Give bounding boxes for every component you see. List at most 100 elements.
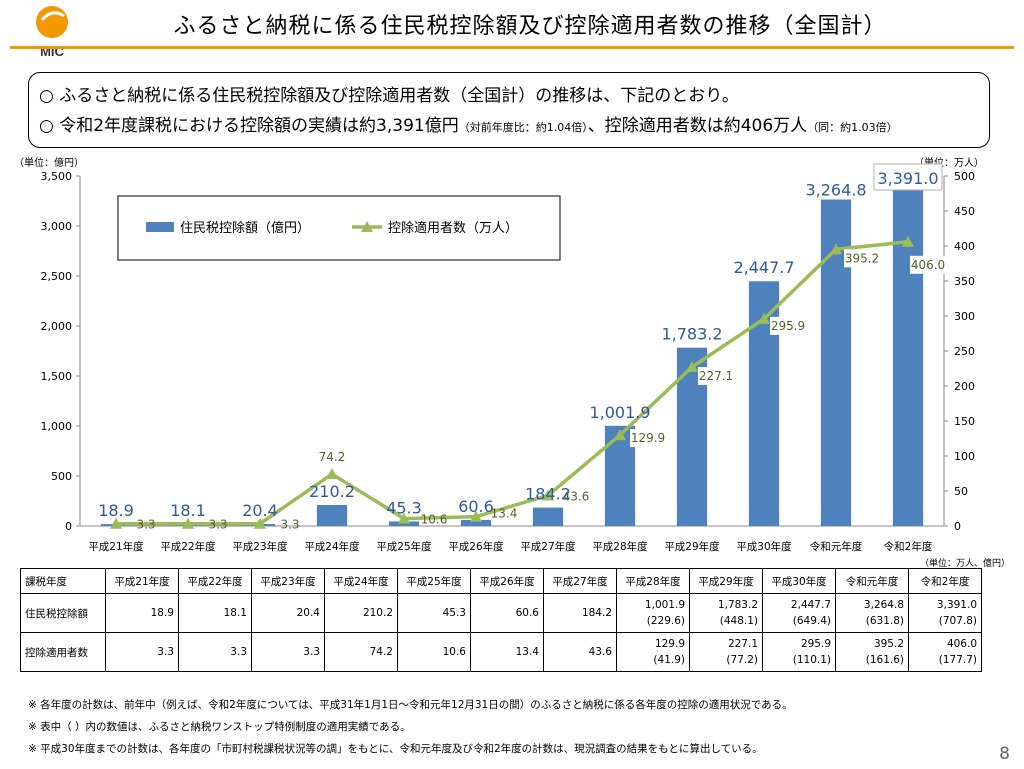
table-cell: 406.0 (177.7) [908,632,982,672]
right-tick-label: 200 [954,380,975,393]
table-cell: 18.9 [105,593,179,633]
left-tick-label: 3,000 [41,220,73,233]
line-point [830,243,842,255]
table-cell: 395.2 (161.6) [835,632,909,672]
summary-box: ○ ふるさと納税に係る住民税控除額及び控除適用者数（全国計）の推移は、下記のとお… [28,72,990,148]
note-3: ※ 平成30年度までの計数は、各年度の「市町村税課税状況等の調」をもとに、令和元… [28,743,763,755]
line-point [542,489,554,501]
x-tick-label: 平成26年度 [448,540,504,553]
left-tick-label: 500 [51,470,72,483]
table-cell-value: 295.9 [800,638,831,650]
table-cell-value: 1,001.9 [644,599,685,611]
x-tick-label: 平成30年度 [736,540,792,553]
bar-value-label: 3,391.0 [877,169,938,188]
table-cell: 227.1 (77.2) [689,632,763,672]
line-value-label: 3.3 [280,518,299,532]
table-cell-onestop-value: (448.1) [719,615,758,627]
page-title: ふるさと納税に係る住民税控除額及び控除適用者数の推移（全国計） [173,14,887,39]
table-cell: 210.2 [324,593,398,633]
summary-line-1: ○ ふるさと納税に係る住民税控除額及び控除適用者数（全国計）の推移は、下記のとお… [39,86,739,106]
table-cell: 60.6 [470,593,544,633]
table-cell: 45.3 [397,593,471,633]
left-tick-label: 1,000 [41,420,73,433]
line-value-label: 13.4 [491,507,518,521]
left-tick-label: 0 [65,520,72,533]
note-1: ※ 各年度の計数は、前年中（例えば、令和2年度については、平成31年1月1日～令… [28,699,793,711]
line-value-label: 227.1 [699,369,733,383]
table-column-header: 平成25年度 [397,568,471,594]
summary-line-2-b: （対前年度比：約1.04倍） [458,121,588,134]
x-tick-label: 平成28年度 [592,540,648,553]
legend-box [117,195,561,261]
line-value-label: 74.2 [319,450,346,464]
combo-chart: 0 500 1,000 1,500 2,000 2,500 3,000 3,500 0 50 100… [41,163,975,553]
x-tick-label: 平成21年度 [88,540,144,553]
line-value-label-bg [910,255,946,274]
bar-value-label: 60.6 [458,497,494,516]
bar-value-label: 45.3 [386,498,422,517]
bar [460,519,492,526]
table-cell: 184.2 [543,593,617,633]
note-2: ※ 表中（ ）内の数値は、ふるさと納税ワンストップ特例制度の適用実績である。 [28,721,411,733]
table-cell-value: 18.9 [150,607,174,619]
table-cell: 1,001.9 (229.6) [616,593,690,633]
table-cell-value: 395.2 [873,638,904,650]
table-cell-value: 20.4 [296,607,320,619]
table-corner-header: 課税年度 [20,568,106,594]
line-point [398,512,410,524]
table-column-header: 平成21年度 [105,568,179,594]
right-tick-label: 100 [954,450,975,463]
summary-line-2: ○ 令和2年度課税における控除額の実績は約3,391億円（対前年度比：約1.04… [39,111,979,143]
line-value-label: 3.3 [208,518,227,532]
table-cell-onestop-value: (77.2) [726,654,758,666]
table-cell-onestop-value: (161.6) [865,654,904,666]
table-cell: 13.4 [470,632,544,672]
table-column-header: 平成22年度 [178,568,252,594]
line-value-label-bg [698,367,734,386]
x-tick-label: 平成25年度 [376,540,432,553]
table-column-header: 平成24年度 [324,568,398,594]
table-cell-value: 45.3 [442,607,466,619]
bar-value-label: 2,447.7 [733,258,794,277]
line-point [902,235,914,247]
legend-bar-label: 住民税控除額（億円） [180,220,310,236]
left-tick-label: 2,000 [41,320,73,333]
table-cell-value: 129.9 [654,638,685,650]
line-value-label: 129.9 [631,431,665,445]
left-tick-label: 3,500 [41,170,73,183]
bar-value-label: 1,783.2 [661,325,722,344]
table-cell: 3.3 [178,632,252,672]
table-cell-value: 60.6 [515,607,539,619]
table-cell: 3,391.0 (707.8) [908,593,982,633]
table-column-header: 平成23年度 [251,568,325,594]
table-cell-onestop-value: (177.7) [938,654,977,666]
people-line [116,240,909,526]
left-tick-label: 2,500 [41,270,73,283]
table-row: 住民税控除額 18.9 18.1 20.4 210.2 45.3 60.6 184.2 1,00… [20,593,982,633]
table-cell-value: 210.2 [362,607,393,619]
table-row: 控除適用者数 3.3 3.3 3.3 74.2 10.6 13.4 43.6 129.9 (41.… [20,632,982,672]
table-cell: 3.3 [105,632,179,672]
table-body: 住民税控除額 18.9 18.1 20.4 210.2 45.3 60.6 184.2 1,00… [20,593,982,672]
table-cell-value: 406.0 [946,638,977,650]
x-tick-label: 令和元年度 [810,540,863,553]
table-cell-value: 74.2 [369,646,393,658]
table-cell-onestop-value: (229.6) [646,615,685,627]
bar [532,507,564,526]
table-cell: 43.6 [543,632,617,672]
line-value-label-bg [770,316,806,335]
table-cell-value: 13.4 [515,646,539,658]
line-value-label: 406.0 [911,258,945,272]
legend-bar-swatch [146,222,174,232]
table-cell: 1,783.2 (448.1) [689,593,763,633]
line-point [326,468,338,480]
line-point [614,429,626,441]
table-column-header: 平成26年度 [470,568,544,594]
table-cell: 74.2 [324,632,398,672]
table-cell: 295.9 (110.1) [762,632,836,672]
right-tick-label: 250 [954,345,975,358]
legend-line-marker [361,221,373,232]
table-cell-value: 2,447.7 [790,599,831,611]
line-point [758,312,770,324]
table-column-header: 令和元年度 [835,568,909,594]
